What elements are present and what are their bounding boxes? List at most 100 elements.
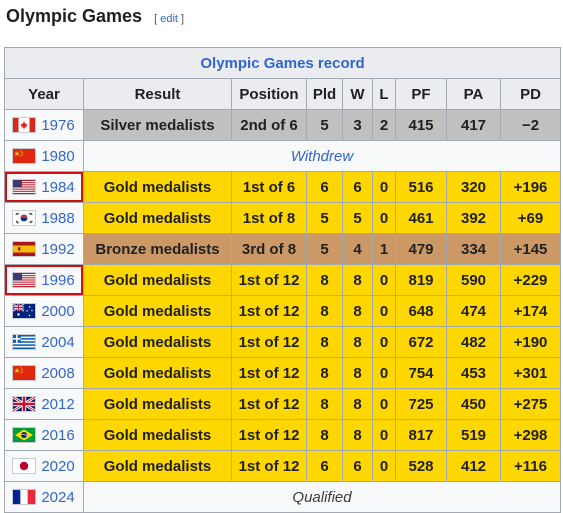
japan-flag-icon — [13, 459, 36, 474]
year-cell: 1988 — [4, 202, 84, 234]
pf-cell: 528 — [395, 450, 447, 482]
year-cell: 1980 — [4, 140, 84, 172]
pd-cell: +301 — [499, 357, 562, 389]
w-cell: 8 — [342, 357, 373, 389]
result-cell: Gold medalists — [83, 295, 232, 327]
china-flag-icon — [13, 366, 36, 381]
usa-flag-icon — [13, 180, 36, 195]
year-link[interactable]: 2024 — [41, 488, 75, 506]
table-row: 2020 Gold medalists 1st of 12 6 6 0 528 412 +116 — [4, 450, 562, 482]
result-cell: Gold medalists — [83, 388, 232, 420]
pa-cell: 417 — [446, 109, 501, 141]
w-cell: 8 — [342, 326, 373, 358]
year-link[interactable]: 2012 — [41, 395, 75, 413]
column-header-result: Result — [83, 78, 232, 110]
position-cell: 3rd of 8 — [231, 233, 307, 265]
result-cell: Gold medalists — [83, 171, 232, 203]
year-link[interactable]: 1984 — [41, 178, 75, 196]
position-cell: 1st of 12 — [231, 450, 307, 482]
l-cell: 0 — [372, 450, 396, 482]
table-caption: Olympic Games record — [3, 47, 562, 79]
year-link[interactable]: 2000 — [41, 302, 75, 320]
pa-cell: 320 — [446, 171, 501, 203]
position-cell: 1st of 12 — [231, 388, 307, 420]
pd-cell: +116 — [499, 450, 562, 482]
pd-cell: +145 — [499, 233, 562, 265]
france-flag-icon — [13, 490, 36, 505]
pld-cell: 5 — [306, 109, 343, 141]
year-cell: 2000 — [4, 295, 84, 327]
result-cell: Gold medalists — [83, 264, 232, 296]
result-cell: Gold medalists — [83, 419, 232, 451]
edit-link[interactable]: edit — [160, 13, 178, 25]
w-cell: 8 — [342, 264, 373, 296]
w-cell: 8 — [342, 388, 373, 420]
result-cell: Gold medalists — [83, 450, 232, 482]
year-cell: 2004 — [4, 326, 84, 358]
pld-cell: 8 — [306, 388, 343, 420]
edit-section: [ edit ] — [154, 13, 185, 25]
table-row: 1988 Gold medalists 1st of 8 5 5 0 461 392 +69 — [4, 202, 562, 234]
year-link[interactable]: 1988 — [41, 209, 75, 227]
pa-cell: 453 — [446, 357, 501, 389]
pld-cell: 8 — [306, 295, 343, 327]
year-link[interactable]: 2008 — [41, 364, 75, 382]
pd-cell: +196 — [499, 171, 562, 203]
usa-flag-icon — [13, 273, 36, 288]
year-link[interactable]: 2004 — [41, 333, 75, 351]
column-header-year: Year — [4, 78, 84, 110]
pf-cell: 725 — [395, 388, 447, 420]
position-cell: 1st of 8 — [231, 202, 307, 234]
l-cell: 1 — [372, 233, 396, 265]
table-row: 2000 Gold medalists 1st of 12 8 8 0 648 474 +174 — [4, 295, 562, 327]
status-cell: Qualified — [82, 481, 562, 513]
pld-cell: 6 — [306, 450, 343, 482]
uk-flag-icon — [13, 397, 36, 412]
year-link[interactable]: 2020 — [41, 457, 75, 475]
l-cell: 2 — [372, 109, 396, 141]
year-link[interactable]: 1996 — [41, 271, 75, 289]
table-row: 1992 Bronze medalists 3rd of 8 5 4 1 479 334 +14… — [4, 233, 562, 265]
status-cell: Withdrew — [82, 140, 562, 172]
result-cell: Gold medalists — [83, 357, 232, 389]
w-cell: 4 — [342, 233, 373, 265]
year-cell: 1976 — [4, 109, 84, 141]
pf-cell: 415 — [395, 109, 447, 141]
pld-cell: 5 — [306, 233, 343, 265]
column-header-pld: Pld — [306, 78, 343, 110]
canada-flag-icon — [13, 118, 36, 133]
position-cell: 2nd of 6 — [231, 109, 307, 141]
l-cell: 0 — [372, 388, 396, 420]
table-row: 1976 Silver medalists 2nd of 6 5 3 2 415 417 −2 — [4, 109, 562, 141]
result-cell: Bronze medalists — [83, 233, 232, 265]
table-row: 2004 Gold medalists 1st of 12 8 8 0 672 482 +190 — [4, 326, 562, 358]
position-cell: 1st of 12 — [231, 295, 307, 327]
pa-cell: 450 — [446, 388, 501, 420]
pld-cell: 8 — [306, 326, 343, 358]
header-row: Year Result Position Pld W L PF PA PD — [4, 78, 562, 110]
pd-cell: +174 — [499, 295, 562, 327]
year-link[interactable]: 1992 — [41, 240, 75, 258]
w-cell: 3 — [342, 109, 373, 141]
w-cell: 6 — [342, 171, 373, 203]
pa-cell: 474 — [446, 295, 501, 327]
year-cell: 2008 — [4, 357, 84, 389]
year-link[interactable]: 1980 — [41, 147, 75, 165]
section-heading: Olympic Games [ edit ] — [6, 6, 184, 32]
w-cell: 8 — [342, 295, 373, 327]
year-cell: 2016 — [4, 419, 84, 451]
pd-cell: −2 — [499, 109, 562, 141]
section-title: Olympic Games — [6, 6, 143, 26]
table-row: 2008 Gold medalists 1st of 12 8 8 0 754 453 +301 — [4, 357, 562, 389]
pa-cell: 482 — [446, 326, 501, 358]
table-row: 1996 Gold medalists 1st of 12 8 8 0 819 590 +229 — [4, 264, 562, 296]
pf-cell: 754 — [395, 357, 447, 389]
year-link[interactable]: 1976 — [41, 116, 75, 134]
pf-cell: 819 — [395, 264, 447, 296]
pa-cell: 590 — [446, 264, 501, 296]
column-header-l: L — [372, 78, 396, 110]
year-link[interactable]: 2016 — [41, 426, 75, 444]
pd-cell: +69 — [499, 202, 562, 234]
table-row: 2016 Gold medalists 1st of 12 8 8 0 817 519 +298 — [4, 419, 562, 451]
brazil-flag-icon — [13, 428, 36, 443]
